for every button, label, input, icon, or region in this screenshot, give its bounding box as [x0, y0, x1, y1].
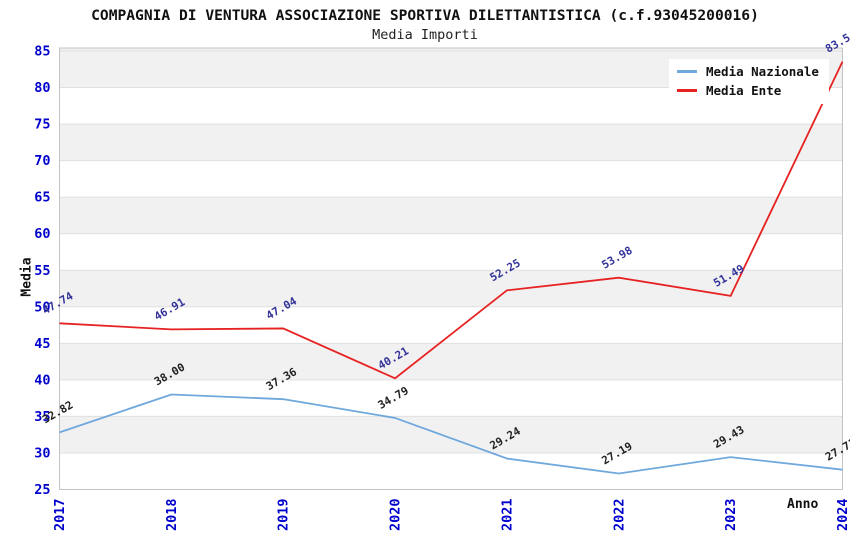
legend: Media Nazionale Media Ente	[669, 59, 829, 104]
legend-label: Media Ente	[706, 83, 782, 98]
legend-item-media-nazionale: Media Nazionale	[677, 64, 819, 79]
data-label: 83.54	[823, 28, 850, 56]
x-tick-label: 2021	[499, 498, 515, 531]
y-tick-label: 30	[34, 445, 50, 461]
x-axis-title: Anno	[787, 497, 819, 512]
legend-swatch-media-nazionale	[677, 69, 697, 74]
plot-band	[59, 197, 843, 234]
plot-band	[59, 124, 843, 161]
x-tick-label: 2023	[723, 498, 739, 531]
y-tick-label: 35	[34, 409, 50, 425]
x-tick-label: 2018	[164, 498, 180, 531]
x-tick-label: 2019	[276, 498, 292, 531]
plot-band	[59, 343, 843, 380]
y-tick-label: 25	[34, 482, 50, 498]
y-tick-label: 85	[34, 44, 50, 60]
y-tick-label: 40	[34, 372, 50, 388]
y-tick-label: 70	[34, 153, 50, 169]
y-tick-label: 60	[34, 226, 50, 242]
y-tick-label: 55	[34, 263, 50, 279]
x-tick-label: 2017	[52, 498, 68, 531]
y-tick-label: 75	[34, 117, 50, 133]
x-tick-label: 2024	[835, 498, 850, 531]
data-label: 34.79	[376, 384, 411, 412]
legend-label: Media Nazionale	[706, 64, 819, 79]
plot-band	[59, 270, 843, 307]
y-axis-title: Media	[19, 257, 35, 297]
legend-item-media-ente: Media Ente	[677, 83, 819, 98]
y-tick-label: 80	[34, 80, 50, 96]
chart-title: COMPAGNIA DI VENTURA ASSOCIAZIONE SPORTI…	[91, 7, 759, 24]
y-tick-label: 65	[34, 190, 50, 206]
plot-border	[59, 47, 843, 490]
chart-subtitle: Media Importi	[372, 27, 478, 43]
x-tick-label: 2022	[611, 498, 627, 531]
series-line-media-ente	[59, 61, 844, 380]
legend-swatch-media-ente	[677, 88, 697, 93]
plot-band	[59, 416, 843, 453]
data-label: 53.98	[599, 244, 634, 272]
series-line-media-nazionale	[59, 393, 843, 475]
y-tick-label: 45	[34, 336, 50, 352]
data-label: 47.74	[40, 289, 76, 317]
x-tick-label: 2020	[388, 498, 404, 531]
y-tick-label: 50	[34, 299, 50, 315]
